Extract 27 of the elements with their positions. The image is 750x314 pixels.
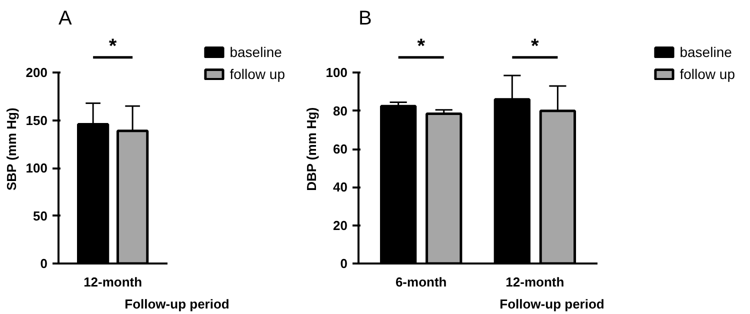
x-tick-label: 6-month (395, 274, 447, 290)
y-tick-label: 20 (333, 218, 348, 233)
legend-label: baseline (230, 44, 282, 60)
y-axis-title: SBP (mm Hg) (4, 108, 19, 191)
y-tick-label: 100 (26, 160, 48, 176)
y-tick-label: 200 (26, 65, 48, 80)
x-tick-label: 12-month (84, 274, 142, 290)
y-tick-label: 0 (340, 256, 348, 271)
text: * (108, 35, 117, 58)
chart-title: A (58, 8, 72, 30)
y-tick-label: 80 (333, 103, 348, 118)
y-tick-label: 100 (326, 65, 348, 80)
text: * (417, 35, 426, 58)
text: * (531, 35, 540, 58)
legend-label: follow up (680, 66, 735, 82)
y-tick-label: 50 (33, 208, 48, 224)
x-axis-title: Follow-up period (124, 296, 230, 312)
y-tick-label: 150 (26, 112, 48, 128)
chart-title: B (358, 8, 372, 30)
y-axis-title: DBP (mm Hg) (304, 107, 319, 191)
x-axis-title: Follow-up period (500, 296, 604, 312)
legend-label: baseline (680, 44, 732, 60)
x-tick-label: 12-month (506, 274, 564, 290)
y-tick-label: 0 (40, 256, 48, 271)
legend-label: follow up (230, 66, 285, 82)
y-tick-label: 60 (333, 142, 348, 156)
y-tick-label: 40 (333, 180, 348, 195)
